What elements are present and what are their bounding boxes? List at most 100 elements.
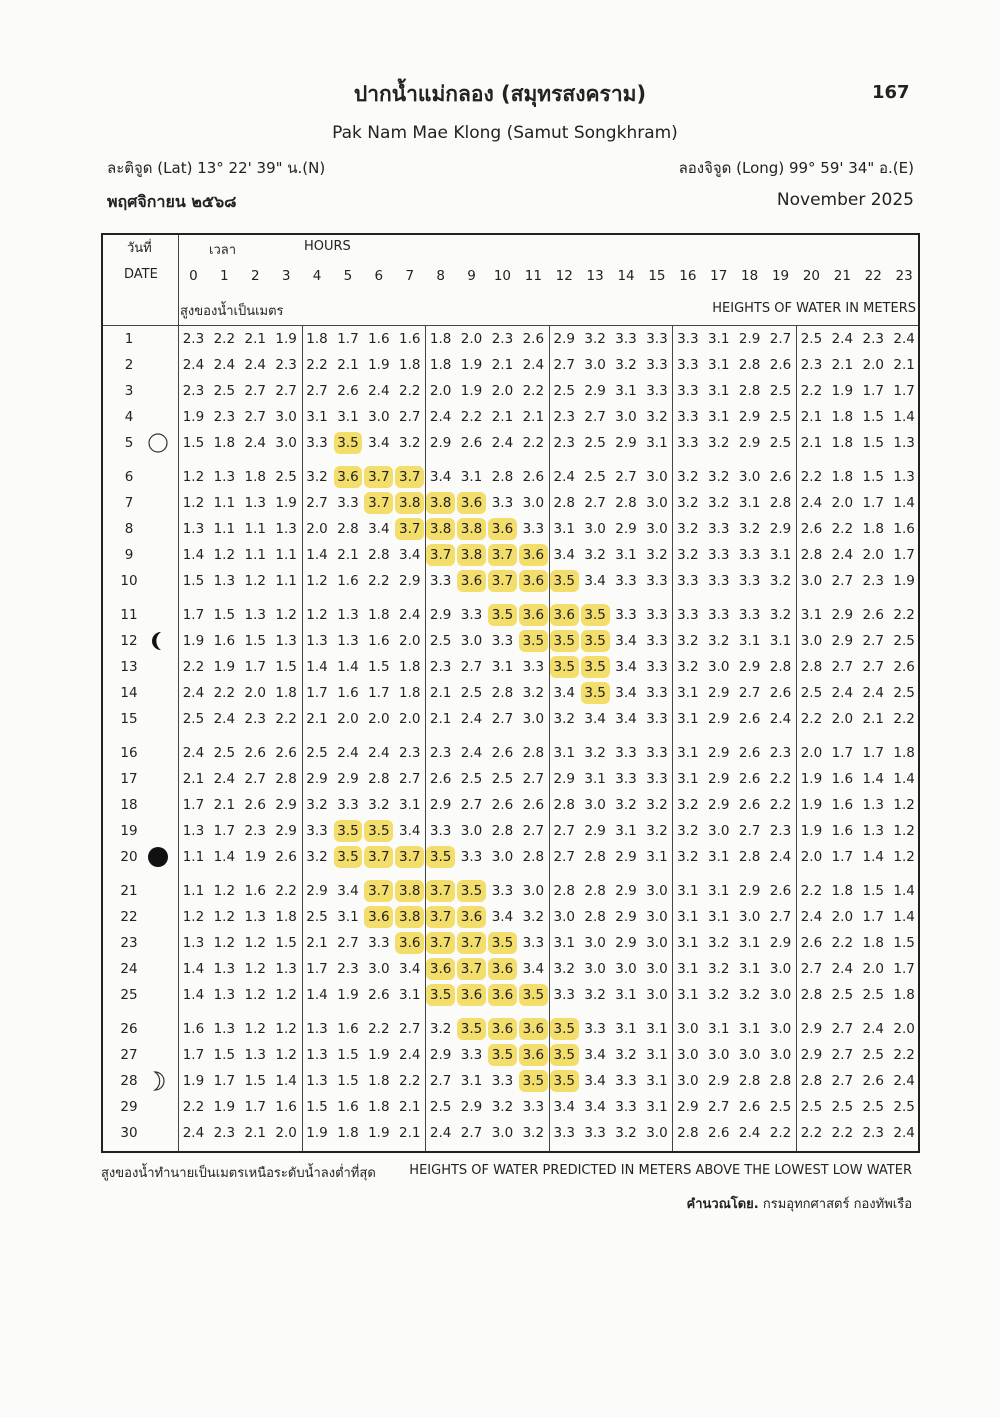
water-value: 2.7 xyxy=(862,659,884,675)
water-value: 2.9 xyxy=(738,659,761,675)
water-value: 1.3 xyxy=(244,909,266,925)
water-value: 3.1 xyxy=(677,909,699,925)
water-value: 3.1 xyxy=(460,1073,483,1089)
water-value: 2.1 xyxy=(244,331,266,347)
high-water-value: 3.5 xyxy=(426,984,456,1006)
water-value: 1.8 xyxy=(429,357,452,373)
water-value: 1.5 xyxy=(893,935,915,951)
water-value: 3.4 xyxy=(368,521,390,537)
water-value: 2.4 xyxy=(491,435,514,451)
water-value: 2.2 xyxy=(800,1125,823,1141)
water-value: 1.3 xyxy=(862,823,884,839)
water-value: 2.2 xyxy=(893,1047,915,1063)
water-value: 3.0 xyxy=(708,1047,730,1063)
water-value: 2.5 xyxy=(800,331,823,347)
water-value: 2.7 xyxy=(275,383,297,399)
water-value: 2.2 xyxy=(460,409,483,425)
water-value: 2.7 xyxy=(615,469,637,485)
water-value: 1.9 xyxy=(893,573,915,589)
water-value: 2.3 xyxy=(275,357,297,373)
water-value: 1.3 xyxy=(213,961,236,977)
water-value: 3.0 xyxy=(646,935,668,951)
water-value: 3.3 xyxy=(615,745,637,761)
water-value: 2.5 xyxy=(893,1099,915,1115)
water-value: 2.4 xyxy=(893,331,915,347)
date: 2 xyxy=(124,357,134,373)
high-water-value: 3.6 xyxy=(488,958,517,980)
water-value: 2.2 xyxy=(893,711,915,727)
water-value: 3.3 xyxy=(646,331,668,347)
water-value: 2.3 xyxy=(862,331,884,347)
water-value: 3.3 xyxy=(615,573,637,589)
water-value: 3.2 xyxy=(615,797,637,813)
water-value: 2.5 xyxy=(800,685,823,701)
moon-phase xyxy=(147,432,169,454)
high-water-value: 3.8 xyxy=(457,544,486,566)
water-value: 1.7 xyxy=(862,383,884,399)
credit-label: คำนวณโดย. xyxy=(686,1197,759,1212)
water-value: 3.2 xyxy=(677,849,699,865)
water-value: 3.3 xyxy=(646,745,668,761)
water-value: 3.0 xyxy=(522,495,545,511)
date-label-thai: วันที่ xyxy=(127,241,152,256)
water-value: 2.1 xyxy=(800,409,823,425)
water-value: 1.9 xyxy=(213,1099,236,1115)
moon-phase xyxy=(147,630,169,652)
water-value: 1.6 xyxy=(368,331,390,347)
water-value: 2.3 xyxy=(182,331,205,347)
water-value: 2.9 xyxy=(708,1073,730,1089)
water-value: 3.2 xyxy=(491,1099,514,1115)
water-value: 3.0 xyxy=(769,1047,792,1063)
water-value: 3.2 xyxy=(708,961,730,977)
water-value: 2.8 xyxy=(368,547,390,563)
water-value: 2.9 xyxy=(708,745,730,761)
water-value: 2.2 xyxy=(306,357,328,373)
water-value: 2.4 xyxy=(429,1125,452,1141)
water-value: 3.3 xyxy=(522,521,545,537)
water-value: 2.0 xyxy=(800,745,823,761)
date: 22 xyxy=(120,909,138,925)
water-value: 2.9 xyxy=(615,935,637,951)
water-value: 1.8 xyxy=(368,1073,390,1089)
water-value: 3.2 xyxy=(677,797,699,813)
high-water-value: 3.7 xyxy=(364,492,394,514)
water-value: 2.7 xyxy=(244,409,266,425)
water-value: 2.4 xyxy=(399,607,421,623)
water-value: 2.2 xyxy=(182,1099,205,1115)
date: 24 xyxy=(120,961,138,977)
hour-label: 6 xyxy=(374,268,384,284)
water-value: 1.9 xyxy=(244,849,266,865)
water-value: 2.4 xyxy=(182,357,205,373)
water-value: 2.1 xyxy=(306,935,328,951)
water-value: 2.4 xyxy=(553,469,575,485)
water-value: 3.2 xyxy=(677,633,699,649)
water-value: 1.4 xyxy=(306,987,328,1003)
water-value: 2.7 xyxy=(553,849,575,865)
water-value: 1.3 xyxy=(213,1021,236,1037)
water-value: 1.6 xyxy=(893,521,915,537)
water-value: 2.6 xyxy=(491,797,514,813)
water-value: 3.2 xyxy=(429,1021,452,1037)
water-value: 3.2 xyxy=(677,547,699,563)
high-water-value: 3.7 xyxy=(488,570,517,592)
water-value: 2.7 xyxy=(831,1073,854,1089)
water-value: 3.3 xyxy=(460,849,483,865)
water-value: 3.3 xyxy=(553,1125,575,1141)
water-value: 1.2 xyxy=(275,1047,297,1063)
water-value: 3.2 xyxy=(399,435,421,451)
water-value: 2.4 xyxy=(182,685,205,701)
hour-label: 23 xyxy=(895,268,913,284)
water-value: 2.9 xyxy=(769,935,792,951)
water-value: 3.1 xyxy=(615,823,637,839)
water-value: 2.0 xyxy=(831,711,854,727)
water-value: 3.2 xyxy=(646,547,668,563)
water-value: 1.4 xyxy=(893,495,915,511)
water-value: 1.6 xyxy=(337,1021,359,1037)
water-value: 2.2 xyxy=(893,607,915,623)
water-value: 2.8 xyxy=(584,849,606,865)
water-value: 3.2 xyxy=(708,435,730,451)
water-value: 1.4 xyxy=(893,409,915,425)
water-value: 2.7 xyxy=(738,685,761,701)
water-value: 3.0 xyxy=(553,909,575,925)
water-value: 3.0 xyxy=(677,1021,699,1037)
